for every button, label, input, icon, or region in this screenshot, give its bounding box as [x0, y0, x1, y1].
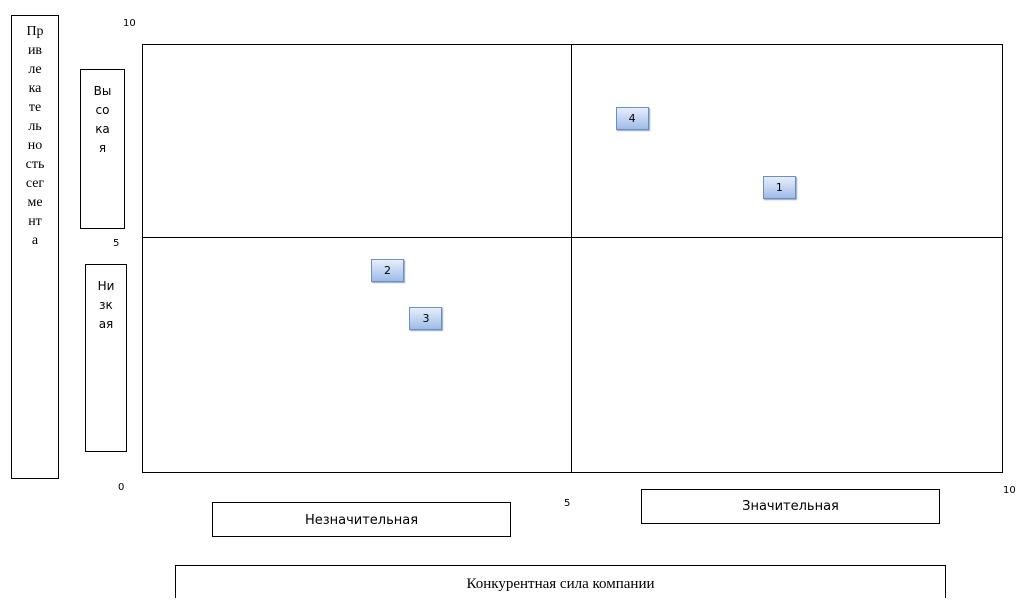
point-marker-4: 4: [615, 106, 649, 130]
y-tick-5: 5: [113, 238, 120, 249]
y-tick-0: 0: [118, 482, 125, 493]
point-marker-3: 3: [409, 306, 443, 330]
strong-strength-label: Значительная: [641, 489, 940, 524]
horizontal-divider: [143, 237, 1002, 238]
y-tick-10: 10: [123, 18, 136, 29]
point-marker-2: 2: [370, 259, 404, 283]
x-axis-title: Конкурентная сила компании: [175, 565, 946, 598]
y-axis-title: Пр ив ле ка те ль но сть сег ме нт а: [11, 15, 59, 479]
x-tick-10: 10: [1003, 485, 1016, 496]
x-tick-5: 5: [564, 498, 571, 509]
point-marker-1: 1: [762, 176, 796, 200]
weak-strength-label: Незначительная: [212, 502, 511, 537]
high-attractiveness-label: Вы со ка я: [80, 69, 125, 229]
vertical-divider: [571, 45, 572, 472]
low-attractiveness-label: Ни зк ая: [85, 264, 127, 452]
